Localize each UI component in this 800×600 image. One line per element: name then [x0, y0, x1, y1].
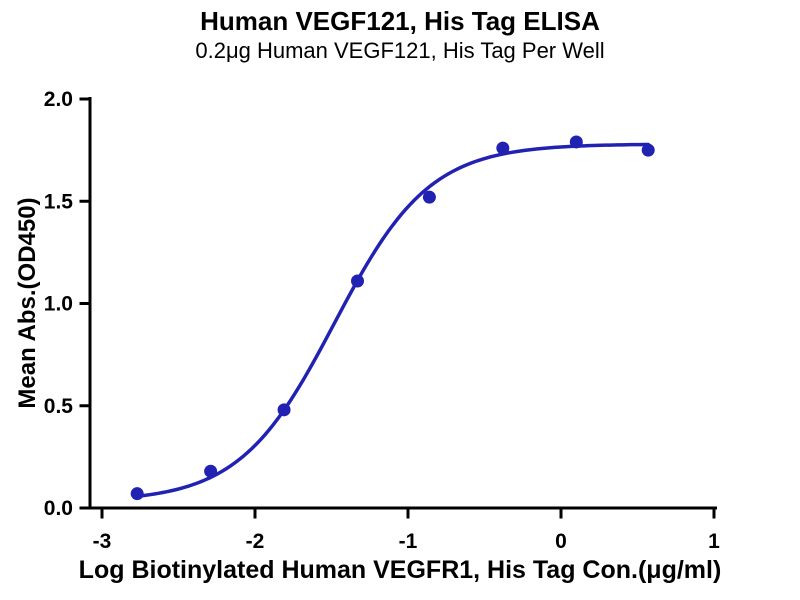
data-point: [204, 464, 218, 478]
chart-title: Human VEGF121, His Tag ELISA: [200, 6, 600, 36]
y-tick-label: 0.5: [44, 395, 74, 418]
data-point: [496, 141, 510, 155]
fit-curve: [135, 142, 650, 499]
x-tick-label: -2: [246, 530, 265, 553]
x-tick-label: 1: [708, 530, 720, 553]
y-tick-label: 2.0: [44, 88, 73, 111]
data-point: [351, 274, 365, 288]
y-tick-label: 1.5: [44, 190, 74, 213]
x-tick-label: -3: [93, 530, 112, 553]
data-point: [422, 190, 436, 204]
chart-subtitle: 0.2μg Human VEGF121, His Tag Per Well: [195, 38, 605, 63]
x-tick-label: -1: [399, 530, 418, 553]
y-tick-label: 0.0: [44, 497, 73, 520]
data-point: [277, 403, 291, 417]
x-axis-label: Log Biotinylated Human VEGFR1, His Tag C…: [78, 556, 722, 584]
data-point: [641, 143, 655, 157]
data-point: [569, 135, 583, 149]
x-tick-label: 0: [555, 530, 567, 553]
data-point: [130, 487, 144, 501]
y-tick-label: 1.0: [44, 293, 73, 316]
